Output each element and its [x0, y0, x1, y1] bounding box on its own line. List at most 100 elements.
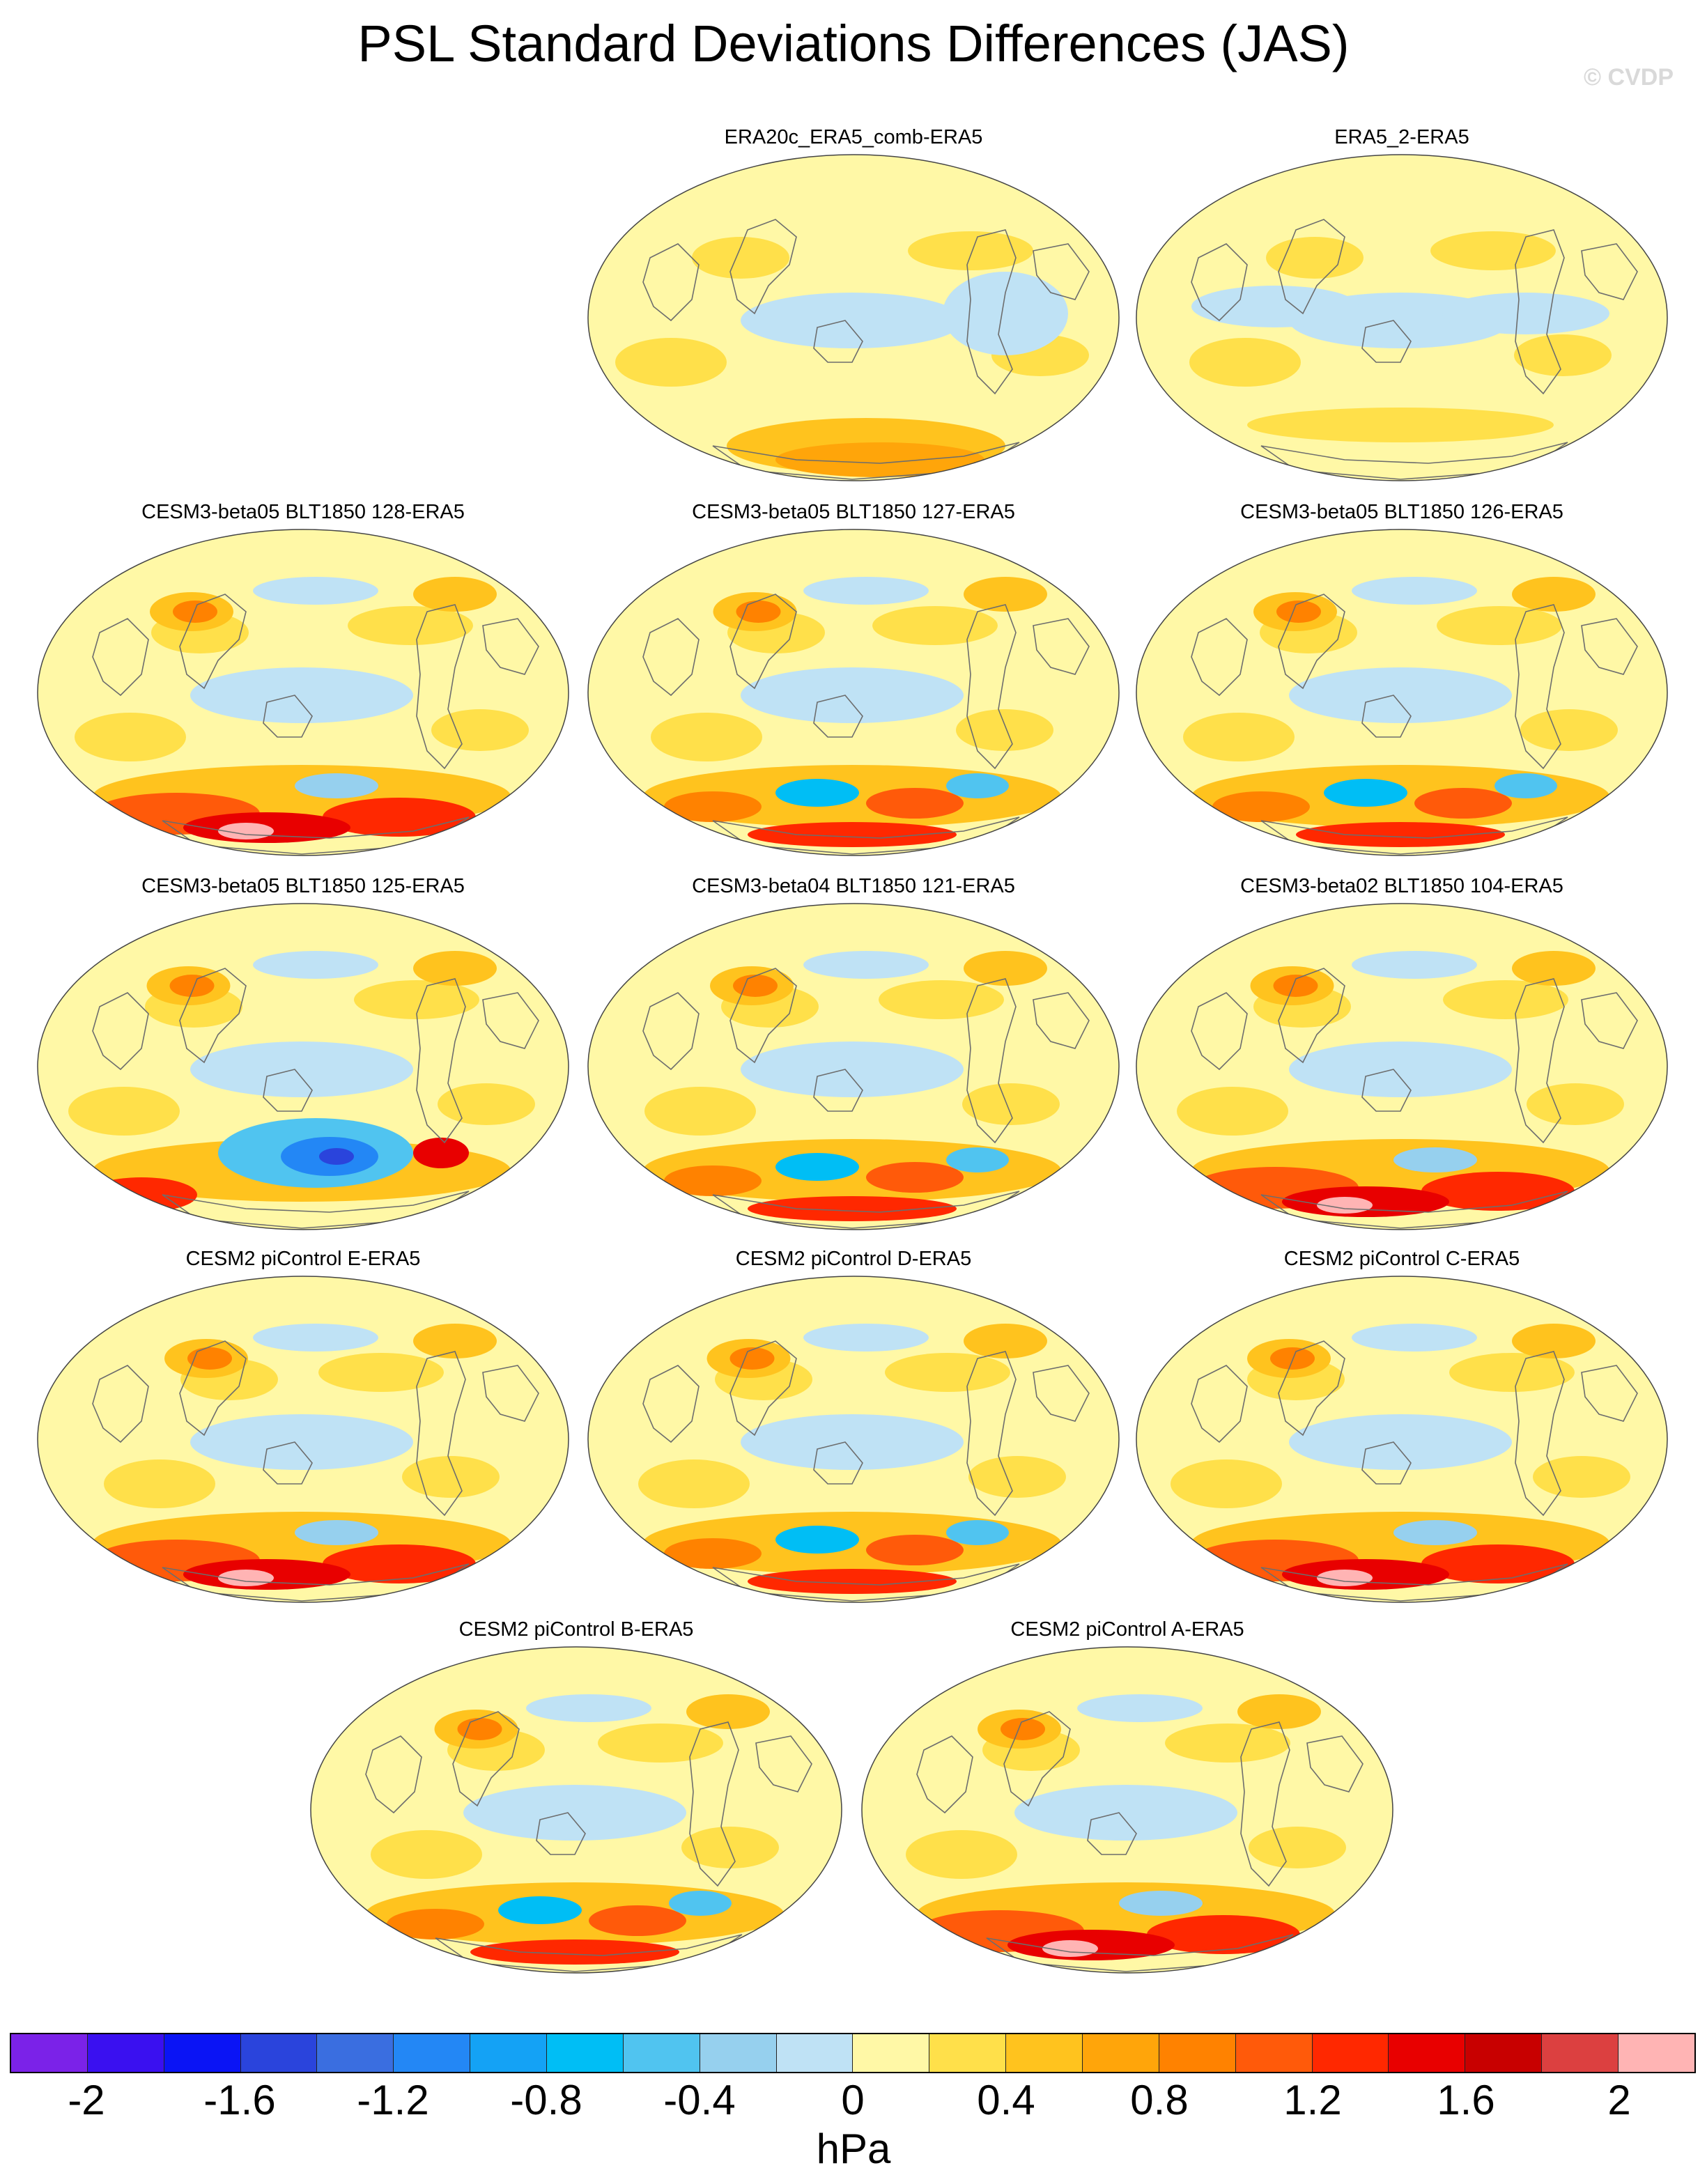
panel-title: ERA5_2-ERA5 — [1334, 126, 1469, 148]
map-outline — [1136, 529, 1668, 856]
panel-title: CESM2 piControl B-ERA5 — [458, 1618, 694, 1641]
coastline — [1260, 1563, 1568, 1602]
positive-anomaly — [1183, 713, 1295, 761]
panel-title: CESM2 piControl E-ERA5 — [185, 1248, 421, 1270]
coastline — [482, 992, 539, 1049]
positive-anomaly — [651, 713, 762, 761]
coastline — [92, 618, 149, 697]
coastline — [986, 1934, 1294, 1972]
positive-anomaly — [692, 237, 789, 279]
negative-anomaly — [1352, 577, 1477, 605]
map-panel: CESM2 piControl A-ERA5 — [856, 1618, 1399, 1980]
colorbar-swatch — [1619, 2034, 1694, 2072]
coastline — [416, 978, 466, 1144]
coastline — [1361, 1441, 1412, 1485]
colorbar-swatch — [1542, 2034, 1619, 2072]
negative-anomaly — [946, 1147, 1009, 1172]
coastline — [1361, 695, 1412, 738]
coastline — [1515, 978, 1565, 1144]
colorbar-tick-label: -2 — [68, 2077, 105, 2123]
coastline — [966, 604, 1017, 770]
coastline — [263, 1069, 313, 1112]
positive-anomaly — [1266, 237, 1364, 279]
positive-anomaly — [748, 1569, 957, 1594]
coastline — [1260, 442, 1568, 480]
map-panel: CESM3-beta05 BLT1850 127-ERA5 — [582, 500, 1125, 862]
positive-anomaly — [748, 1196, 957, 1221]
coastline — [452, 1711, 520, 1807]
negative-anomaly — [741, 1414, 964, 1470]
coastline — [712, 1191, 1020, 1229]
negative-anomaly — [669, 1891, 732, 1916]
coastline — [642, 243, 700, 322]
panel-title: CESM3-beta05 BLT1850 126-ERA5 — [1240, 501, 1563, 523]
colorbar-swatch — [394, 2034, 471, 2072]
positive-anomaly — [413, 577, 497, 612]
positive-anomaly — [1270, 1347, 1315, 1370]
colorbar-units: hPa — [816, 2125, 891, 2172]
watermark: © CVDP — [1584, 64, 1674, 91]
positive-anomaly — [638, 1459, 750, 1508]
colorbar-swatch — [317, 2034, 394, 2072]
coastline — [365, 1735, 422, 1814]
coastline — [1361, 1069, 1412, 1112]
coastline — [712, 816, 1020, 855]
coastline — [263, 695, 313, 738]
positive-anomaly — [457, 1718, 502, 1740]
negative-anomaly — [1494, 773, 1557, 798]
panel-title: CESM2 piControl A-ERA5 — [1010, 1618, 1244, 1641]
positive-anomaly — [1449, 1353, 1575, 1392]
coastline — [729, 968, 797, 1064]
map-globe — [1136, 529, 1668, 856]
positive-anomaly — [964, 951, 1047, 986]
positive-anomaly — [733, 975, 778, 997]
map-globe — [587, 154, 1120, 481]
negative-anomaly — [803, 951, 929, 979]
negative-anomaly — [463, 1785, 686, 1841]
positive-anomaly — [1165, 1724, 1290, 1763]
negative-anomaly — [1014, 1785, 1237, 1841]
negative-anomaly — [775, 779, 859, 807]
positive-anomaly — [1414, 788, 1512, 819]
colorbar-tick-label: 1.2 — [1283, 2077, 1342, 2123]
figure-title: PSL Standard Deviations Differences (JAS… — [357, 15, 1350, 72]
positive-anomaly — [885, 1353, 1010, 1392]
positive-anomaly — [866, 788, 964, 819]
coastline — [1278, 594, 1345, 690]
positive-anomaly — [1001, 1718, 1045, 1740]
colorbar-swatch — [1235, 2034, 1313, 2072]
positive-anomaly — [879, 980, 1004, 1019]
positive-anomaly — [598, 1724, 723, 1763]
negative-anomaly — [1289, 1041, 1512, 1097]
colorbar-swatch — [1465, 2034, 1543, 2072]
coastline — [1515, 604, 1565, 770]
map-panel: ERA20c_ERA5_comb-ERA5 — [582, 125, 1125, 488]
negative-anomaly — [1352, 1324, 1477, 1352]
panel-title: CESM3-beta05 BLT1850 127-ERA5 — [692, 501, 1015, 523]
negative-anomaly — [943, 272, 1068, 355]
positive-anomaly — [644, 1087, 756, 1136]
coastline — [1033, 1365, 1090, 1422]
coastline — [1260, 1191, 1568, 1229]
coastline — [1191, 1365, 1248, 1443]
colorbar-tick-label: -1.6 — [203, 2077, 276, 2123]
positive-anomaly — [1247, 408, 1554, 442]
map-globe — [587, 529, 1120, 856]
positive-anomaly — [1237, 1694, 1321, 1729]
coastline — [642, 618, 700, 697]
colorbar-swatch — [776, 2034, 854, 2072]
negative-anomaly — [775, 1153, 859, 1181]
positive-anomaly — [354, 980, 479, 1019]
positive-anomaly — [371, 1830, 482, 1879]
positive-anomaly — [775, 442, 984, 477]
colorbar-swatch — [929, 2034, 1007, 2072]
coastline — [162, 816, 470, 855]
positive-anomaly — [387, 1909, 484, 1939]
positive-anomaly — [906, 1830, 1017, 1879]
positive-anomaly — [470, 1939, 679, 1965]
coastline — [179, 968, 247, 1064]
coastline — [1515, 1351, 1565, 1517]
positive-anomaly — [872, 606, 998, 645]
negative-anomaly — [803, 1324, 929, 1352]
coastline — [1278, 1340, 1345, 1436]
